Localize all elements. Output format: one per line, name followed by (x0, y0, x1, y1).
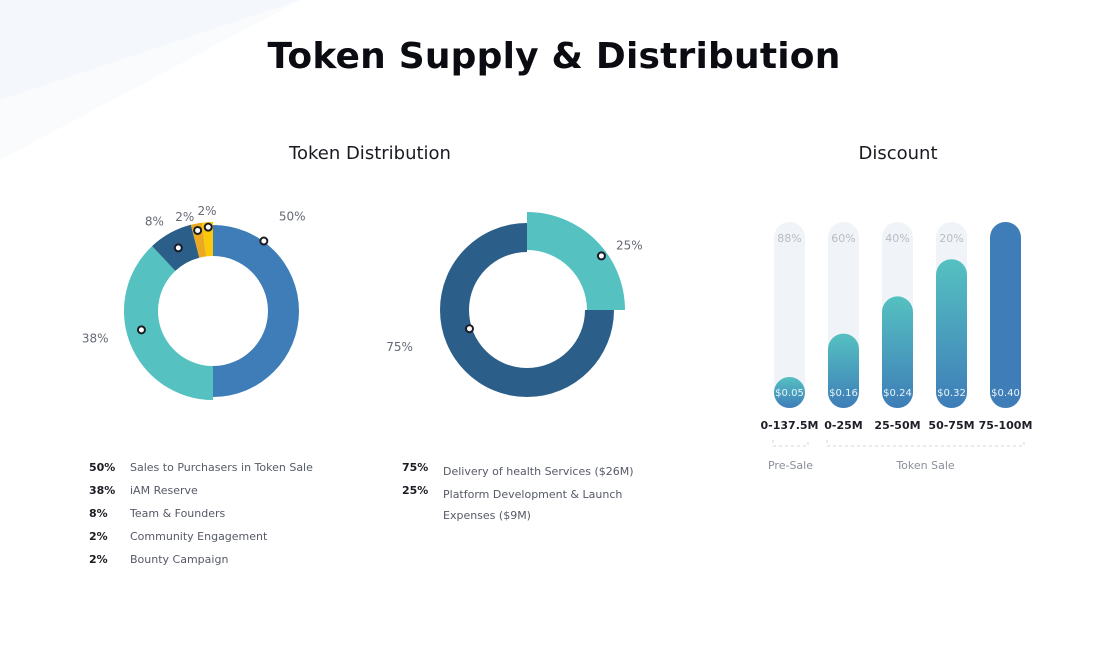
legend-label: Sales to Purchasers in Token Sale (130, 461, 313, 474)
bar-category-label: 0-137.5M (761, 419, 819, 432)
group-label: Token Sale (895, 459, 955, 472)
slice-value-label: 38% (82, 332, 109, 346)
group-bracket (772, 440, 809, 447)
bar-discount-label: 60% (831, 232, 855, 245)
bar-category-label: 50-75M (928, 419, 974, 432)
legend-label: Community Engagement (130, 530, 268, 543)
slice-value-label: 75% (386, 340, 413, 354)
slice-marker (173, 243, 183, 253)
donut-slice (124, 246, 213, 400)
slice-marker (464, 324, 474, 334)
slice-value-label: 50% (279, 209, 306, 223)
group-bracket (826, 440, 1025, 447)
bar-category-label: 25-50M (874, 419, 920, 432)
bar-discount-label: 40% (885, 232, 909, 245)
legend-pct: 38% (89, 484, 116, 497)
slice-marker (136, 325, 146, 335)
bar-price-label: $0.05 (775, 388, 804, 399)
legend-pct: 25% (402, 484, 429, 497)
slice-value-label: 2% (175, 210, 194, 224)
bar-price-label: $0.24 (883, 388, 912, 399)
bar-discount-label: 88% (777, 232, 801, 245)
donut-slice (527, 212, 625, 310)
slice-marker (596, 251, 606, 261)
token-distribution-donut: 50% 38% 8% 2% 2% (82, 204, 306, 400)
slice-value-label: 8% (145, 215, 164, 229)
legend-pct: 2% (89, 553, 108, 566)
discount-bar (990, 222, 1021, 408)
discount-bar-chart: 88% $0.05 0-137.5M 60% $0.16 0-25M 40% $0.24 25-… (761, 222, 1033, 472)
legend-label: Platform Development & Launch Expenses (… (443, 488, 623, 522)
discount-bar (774, 377, 805, 408)
distribution-title: Token Distribution (289, 143, 451, 164)
legend-label: Delivery of health Services ($26M) (443, 465, 634, 478)
bar-category-label: 0-25M (824, 419, 862, 432)
bar-price-label: $0.32 (937, 388, 966, 399)
bar-category-label: 75-100M (979, 419, 1033, 432)
page-title: Token Supply & Distribution (267, 36, 841, 77)
slice-marker (259, 236, 269, 246)
discount-bar (828, 333, 859, 408)
legend-label: Bounty Campaign (130, 553, 229, 566)
slice-marker (203, 222, 213, 232)
bar-price-label: $0.40 (991, 388, 1020, 399)
group-label: Pre-Sale (768, 459, 813, 472)
slice-marker (193, 225, 203, 235)
discount-bar (882, 296, 913, 408)
legend-pct: 8% (89, 507, 108, 520)
legend-pct: 2% (89, 530, 108, 543)
bar-price-label: $0.16 (829, 388, 858, 399)
legend-pct: 50% (89, 461, 116, 474)
bar-track (774, 222, 805, 408)
bar-discount-label: 20% (939, 232, 963, 245)
slice-value-label: 2% (197, 204, 216, 218)
background-decoration (0, 0, 300, 160)
donut-slice (213, 225, 299, 397)
discount-bar (936, 259, 967, 408)
legend-label: Team & Founders (130, 507, 226, 520)
slice-value-label: 25% (616, 238, 643, 252)
donut-slice (440, 223, 614, 397)
discount-title: Discount (858, 143, 938, 164)
legend-pct: 75% (402, 461, 429, 474)
funds-allocation-donut: 75% 25% (386, 212, 643, 397)
legend-label: iAM Reserve (130, 484, 198, 497)
